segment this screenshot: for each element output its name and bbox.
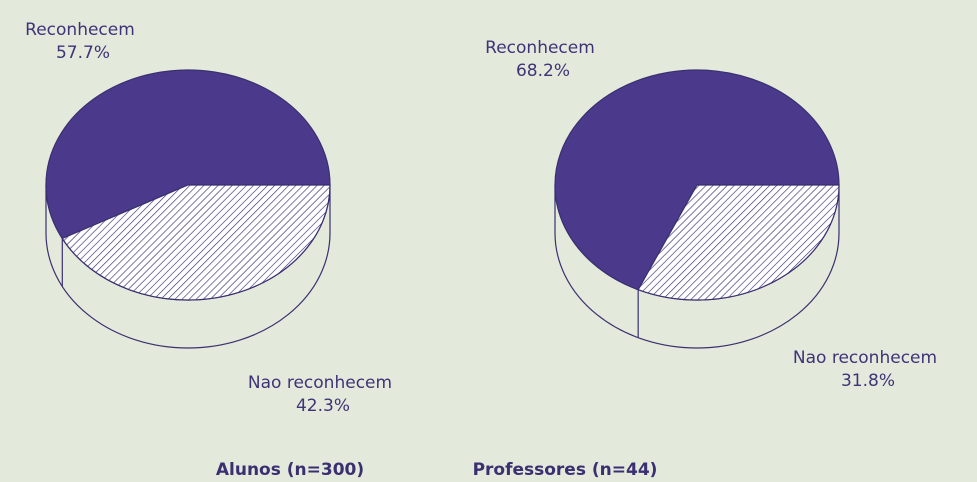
chart-title: Alunos (n=300): [216, 460, 364, 480]
pie-slice: [61, 184, 331, 301]
pie-slice: [554, 69, 840, 291]
pie-slice: [637, 184, 840, 301]
slice-value: 42.3%: [296, 396, 350, 416]
pie-slice: [45, 69, 331, 240]
slice-label: Nao reconhecem: [793, 348, 937, 368]
chart-title: Professores (n=44): [473, 460, 658, 480]
slice-label: Reconhecem: [25, 20, 135, 40]
slice-label: Nao reconhecem: [248, 373, 392, 393]
slice-value: 57.7%: [56, 43, 110, 63]
slice-value: 31.8%: [841, 371, 895, 391]
slice-label: Reconhecem: [485, 38, 595, 58]
slice-value: 68.2%: [516, 61, 570, 81]
